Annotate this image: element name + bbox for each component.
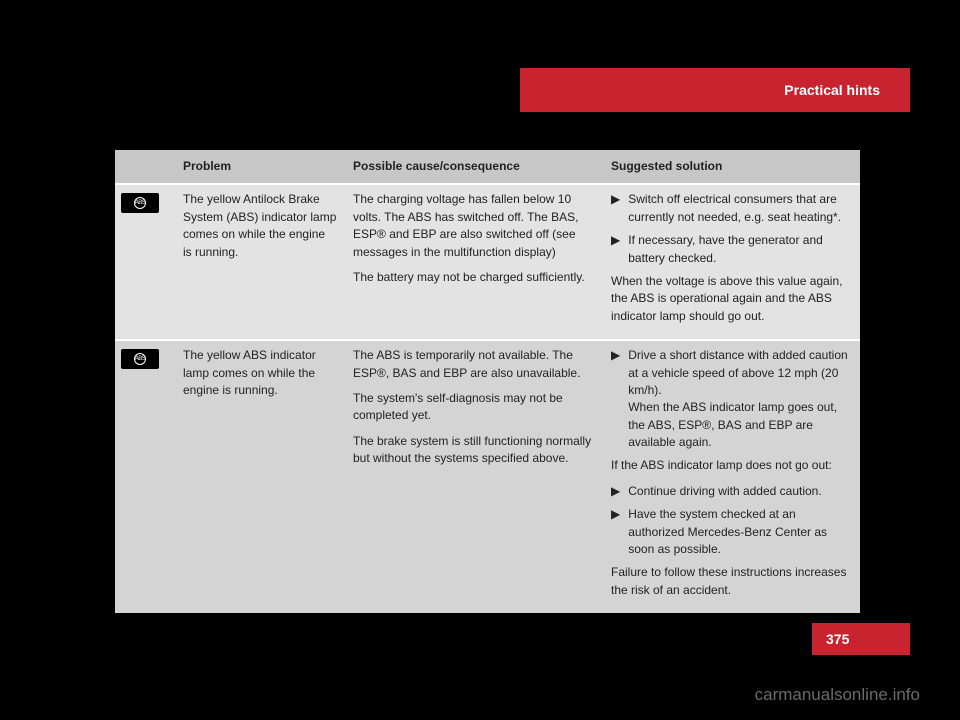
triangle-icon: ▶ — [611, 483, 620, 500]
bullet-text: If necessary, have the generator and bat… — [628, 232, 850, 267]
solution-bullet: ▶Have the system checked at an authorize… — [611, 506, 850, 558]
cause-text: The charging voltage has fallen below 10… — [353, 191, 595, 261]
cell-cause: The charging voltage has fallen below 10… — [347, 184, 605, 340]
section-header: Practical hints — [520, 68, 910, 112]
header-cause: Possible cause/consequence — [347, 150, 605, 184]
abs-warning-icon: ABS — [121, 193, 159, 213]
watermark: carmanualsonline.info — [755, 685, 920, 705]
triangle-icon: ▶ — [611, 506, 620, 558]
cause-text: The ABS is temporarily not available. Th… — [353, 347, 595, 382]
cause-text: The system's self-diagnosis may not be c… — [353, 390, 595, 425]
bullet-text: Switch off electrical consumers that are… — [628, 191, 850, 226]
header-problem-icon — [115, 150, 177, 184]
table-row: ABS The yellow Antilock Brake System (AB… — [115, 184, 860, 340]
solution-text: Failure to follow these instructions inc… — [611, 564, 850, 599]
solution-text: When the voltage is above this value aga… — [611, 273, 850, 325]
triangle-icon: ▶ — [611, 232, 620, 267]
table-header-row: Problem Possible cause/consequence Sugge… — [115, 150, 860, 184]
solution-bullet: ▶Drive a short distance with added cauti… — [611, 347, 850, 451]
cell-icon: ABS — [115, 184, 177, 340]
solution-bullet: ▶If necessary, have the generator and ba… — [611, 232, 850, 267]
table-row: ABS The yellow ABS indicator lamp comes … — [115, 340, 860, 613]
solution-bullet: ▶ Continue driving with added caution. — [611, 483, 850, 500]
header-problem: Problem — [177, 150, 347, 184]
cell-problem: The yellow Antilock Brake System (ABS) i… — [177, 184, 347, 340]
solution-text: If the ABS indicator lamp does not go ou… — [611, 457, 850, 474]
cell-solution: ▶Switch off electrical consumers that ar… — [605, 184, 860, 340]
triangle-icon: ▶ — [611, 191, 620, 226]
triangle-icon: ▶ — [611, 347, 620, 451]
bullet-text: Drive a short distance with added cautio… — [628, 347, 850, 451]
abs-warning-icon: ABS — [121, 349, 159, 369]
cause-text: The battery may not be charged sufficien… — [353, 269, 595, 286]
bullet-text: Continue driving with added caution. — [628, 483, 821, 500]
troubleshooting-table: Problem Possible cause/consequence Sugge… — [115, 150, 860, 613]
solution-bullet: ▶Switch off electrical consumers that ar… — [611, 191, 850, 226]
cause-text: The brake system is still functioning no… — [353, 433, 595, 468]
cell-problem: The yellow ABS indicator lamp comes on w… — [177, 340, 347, 613]
header-solution: Suggested solution — [605, 150, 860, 184]
page-number: 375 — [812, 623, 910, 655]
cell-solution: ▶Drive a short distance with added cauti… — [605, 340, 860, 613]
cell-icon: ABS — [115, 340, 177, 613]
bullet-text: Have the system checked at an authorized… — [628, 506, 850, 558]
cell-cause: The ABS is temporarily not available. Th… — [347, 340, 605, 613]
